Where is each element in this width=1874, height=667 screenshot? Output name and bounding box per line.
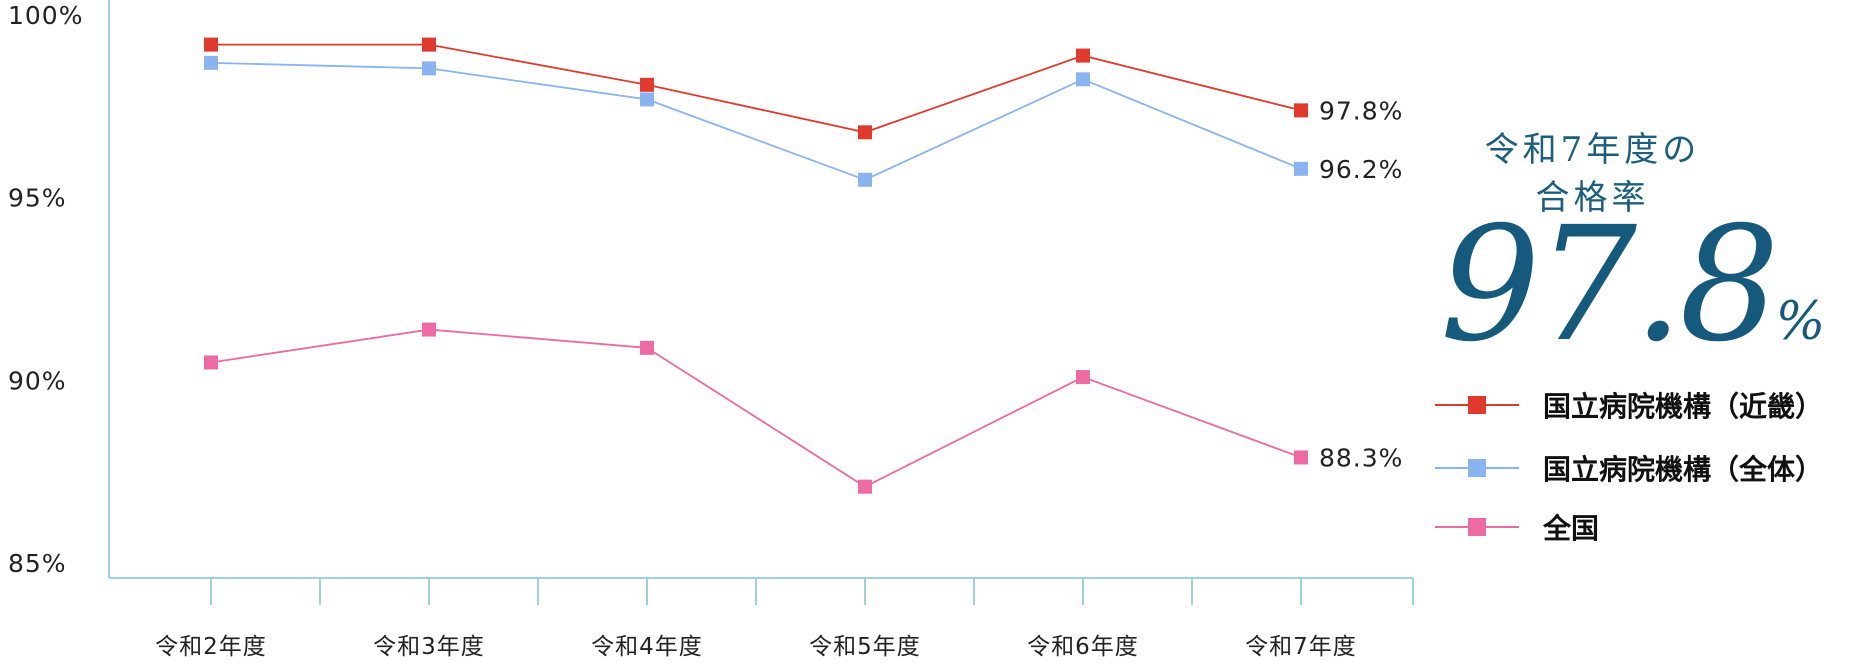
headline-unit: %	[1775, 292, 1826, 352]
y-axis-labels: 100% 95% 90% 85%	[8, 1, 83, 578]
caption-line-1: 令和7年度の	[1484, 130, 1701, 170]
data-point	[858, 479, 872, 494]
data-point	[204, 55, 218, 70]
data-point	[858, 172, 872, 187]
data-point	[1076, 72, 1090, 87]
legend-line-all	[1435, 459, 1519, 477]
x-tick-label: 令和5年度	[809, 634, 921, 660]
headline-value: 97.8	[1440, 193, 1780, 377]
chart-axes	[108, 0, 1414, 605]
headline-pass-rate: 97.8%	[1440, 206, 1825, 364]
data-point	[1294, 103, 1308, 118]
data-point	[1076, 370, 1090, 385]
end-value-label: 96.2%	[1319, 155, 1403, 184]
legend-label-kinki: 国立病院機構（近畿）	[1543, 390, 1824, 423]
end-value-label: 88.3%	[1319, 443, 1403, 472]
end-value-labels: 88.3% 96.2% 97.8%	[1319, 96, 1403, 472]
data-point	[640, 340, 654, 355]
legend-marker-national	[1468, 518, 1486, 536]
series-line	[210, 61, 1302, 181]
data-point	[204, 37, 218, 52]
legend-item-kinki: 国立病院機構（近畿）	[1435, 385, 1823, 425]
y-tick-label: 85%	[8, 549, 67, 578]
data-point	[422, 322, 436, 337]
y-tick-label: 100%	[8, 1, 83, 30]
legend-marker-kinki	[1468, 396, 1486, 414]
series-line	[211, 43, 1302, 134]
caption-line-2: 合格率	[1535, 178, 1650, 218]
legend-line-kinki	[1435, 396, 1519, 414]
x-tick-label: 令和7年度	[1245, 634, 1357, 660]
x-tick-label: 令和3年度	[373, 634, 485, 660]
legend-item-all: 国立病院機構（全体）	[1435, 448, 1823, 488]
x-axis-labels: 令和2年度 令和3年度 令和4年度 令和5年度 令和6年度 令和7年度	[155, 634, 1357, 660]
data-point	[204, 355, 218, 370]
x-tick-label: 令和2年度	[155, 634, 267, 660]
legend-item-national: 全国	[1435, 507, 1599, 547]
legend-label-national: 全国	[1543, 512, 1600, 545]
data-point	[858, 125, 872, 140]
series-lines	[204, 37, 1308, 494]
data-point	[1076, 48, 1090, 63]
legend-line-national	[1435, 518, 1519, 536]
data-point	[1294, 161, 1308, 176]
data-point	[1294, 450, 1308, 465]
data-point	[422, 61, 436, 76]
y-tick-label: 95%	[8, 184, 67, 213]
data-point	[640, 77, 654, 92]
legend-label-all: 国立病院機構（全体）	[1543, 453, 1824, 486]
summary-panel: 令和7年度の 合格率 97.8% 国立病院機構（近畿） 国立病院機構（全体） 全…	[1435, 0, 1874, 667]
legend-marker-all	[1468, 459, 1486, 477]
end-value-label: 97.8%	[1319, 96, 1403, 125]
x-tick-label: 令和4年度	[591, 634, 703, 660]
y-tick-label: 90%	[8, 366, 67, 395]
data-point	[422, 37, 436, 52]
x-tick-label: 令和6年度	[1027, 634, 1139, 660]
series-line	[210, 328, 1302, 488]
data-point	[640, 92, 654, 107]
